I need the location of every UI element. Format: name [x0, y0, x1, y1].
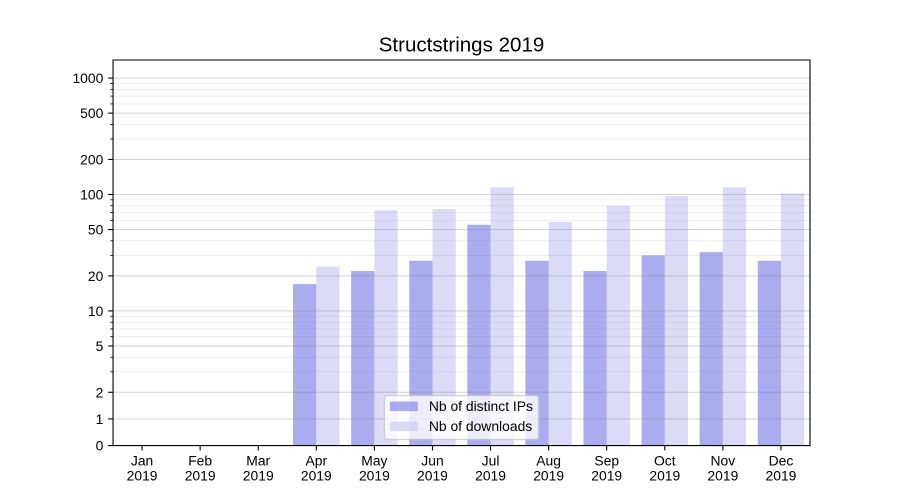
svg-text:Jan: Jan [131, 452, 153, 468]
svg-text:0: 0 [96, 438, 104, 454]
svg-text:2019: 2019 [475, 467, 506, 483]
svg-text:2019: 2019 [417, 467, 448, 483]
svg-text:Feb: Feb [188, 452, 212, 468]
svg-text:50: 50 [88, 222, 104, 238]
svg-text:1: 1 [96, 411, 104, 427]
svg-text:100: 100 [80, 187, 103, 203]
svg-text:Nov: Nov [711, 452, 736, 468]
svg-text:Nb of downloads: Nb of downloads [429, 418, 532, 434]
svg-text:2019: 2019 [301, 467, 332, 483]
svg-text:500: 500 [80, 105, 103, 121]
svg-text:Aug: Aug [536, 452, 561, 468]
svg-text:1000: 1000 [72, 70, 103, 86]
svg-text:10: 10 [88, 303, 104, 319]
svg-text:2019: 2019 [707, 467, 738, 483]
svg-text:2019: 2019 [185, 467, 216, 483]
svg-text:200: 200 [80, 151, 103, 167]
svg-text:20: 20 [88, 268, 104, 284]
svg-text:May: May [361, 452, 387, 468]
svg-text:2019: 2019 [243, 467, 274, 483]
svg-text:Nb of distinct IPs: Nb of distinct IPs [429, 398, 533, 414]
svg-text:Sep: Sep [594, 452, 619, 468]
svg-text:2019: 2019 [127, 467, 158, 483]
svg-text:2019: 2019 [591, 467, 622, 483]
svg-text:2019: 2019 [533, 467, 564, 483]
svg-text:Dec: Dec [769, 452, 794, 468]
svg-text:Jul: Jul [482, 452, 500, 468]
svg-text:Apr: Apr [306, 452, 328, 468]
svg-text:5: 5 [96, 338, 104, 354]
svg-text:Oct: Oct [654, 452, 676, 468]
svg-text:2019: 2019 [649, 467, 680, 483]
svg-text:Jun: Jun [421, 452, 443, 468]
svg-text:2019: 2019 [359, 467, 390, 483]
svg-text:Mar: Mar [246, 452, 270, 468]
svg-text:2019: 2019 [766, 467, 797, 483]
svg-text:Structstrings 2019: Structstrings 2019 [379, 34, 545, 57]
svg-text:2: 2 [96, 384, 104, 400]
